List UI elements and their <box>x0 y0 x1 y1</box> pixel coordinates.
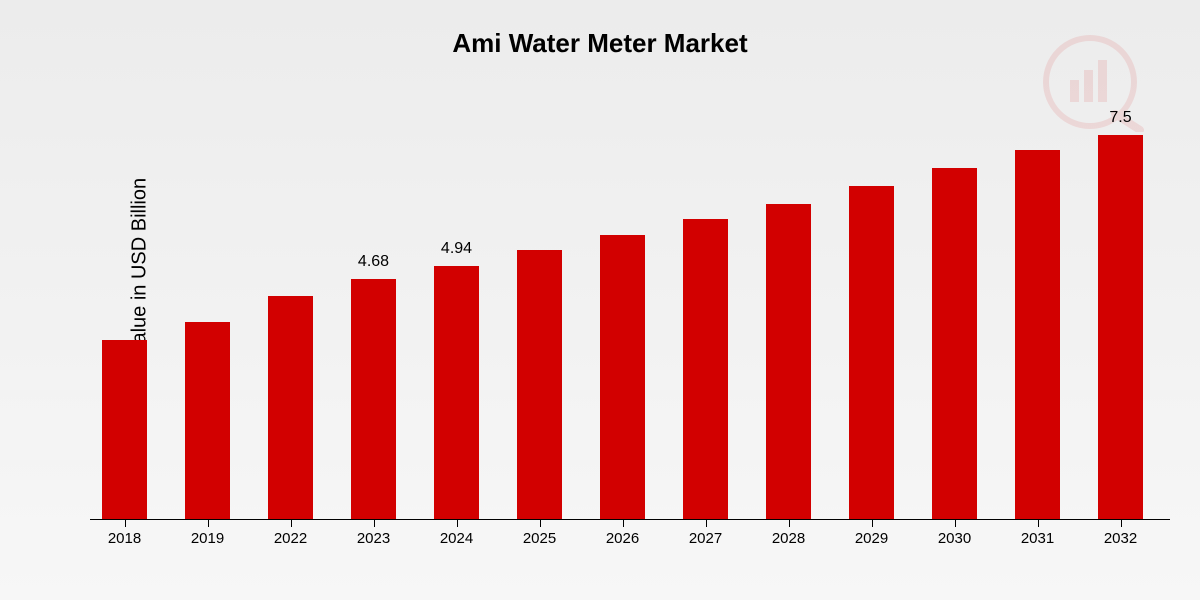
bar: 4.68 <box>351 279 396 519</box>
x-axis-label: 2025 <box>517 530 562 547</box>
bar-value-label: 4.94 <box>441 240 472 258</box>
bar-slot: 4.94 <box>434 110 479 520</box>
x-tick <box>208 520 209 527</box>
x-axis-label: 2028 <box>766 530 811 547</box>
x-tick <box>291 520 292 527</box>
x-axis-label: 2022 <box>268 530 313 547</box>
bar <box>600 235 645 519</box>
bar <box>185 322 230 519</box>
bar-slot <box>185 110 230 520</box>
bar-slot <box>600 110 645 520</box>
x-axis-label: 2026 <box>600 530 645 547</box>
x-axis-label: 2023 <box>351 530 396 547</box>
bar <box>683 219 728 519</box>
bar-slot: 4.68 <box>351 110 396 520</box>
x-tick <box>789 520 790 527</box>
bar-slot <box>849 110 894 520</box>
x-tick <box>125 520 126 527</box>
bar-slot <box>517 110 562 520</box>
x-tick <box>457 520 458 527</box>
bar <box>1015 150 1060 519</box>
bar-slot: 7.5 <box>1098 110 1143 520</box>
bar <box>766 204 811 519</box>
x-tick <box>1038 520 1039 527</box>
bar <box>932 168 977 519</box>
x-axis-labels: 2018 2019 2022 2023 2024 2025 2026 2027 2028 2029… <box>90 520 1170 560</box>
x-axis-label: 2027 <box>683 530 728 547</box>
chart-container: Ami Water Meter Market Market Value in U… <box>0 0 1200 600</box>
x-axis-label: 2019 <box>185 530 230 547</box>
x-axis-label: 2032 <box>1098 530 1143 547</box>
bar-slot <box>268 110 313 520</box>
x-tick <box>955 520 956 527</box>
bar <box>849 186 894 519</box>
bar-slot <box>102 110 147 520</box>
x-tick <box>623 520 624 527</box>
x-tick <box>706 520 707 527</box>
bar-value-label: 4.68 <box>358 253 389 271</box>
x-axis-label: 2029 <box>849 530 894 547</box>
bar-slot <box>766 110 811 520</box>
x-axis-label: 2030 <box>932 530 977 547</box>
bar <box>517 250 562 519</box>
x-tick <box>374 520 375 527</box>
x-axis-label: 2018 <box>102 530 147 547</box>
bar: 7.5 <box>1098 135 1143 519</box>
plot-area: 4.68 4.94 7.5 <box>90 110 1170 520</box>
chart-title: Ami Water Meter Market <box>0 28 1200 59</box>
x-tick <box>872 520 873 527</box>
bar <box>102 340 147 519</box>
x-axis-label: 2024 <box>434 530 479 547</box>
bar-value-label: 7.5 <box>1109 109 1131 127</box>
x-axis-label: 2031 <box>1015 530 1060 547</box>
bar-slot <box>683 110 728 520</box>
bar: 4.94 <box>434 266 479 519</box>
bar-slot <box>1015 110 1060 520</box>
x-tick <box>1121 520 1122 527</box>
bar-slot <box>932 110 977 520</box>
x-tick <box>540 520 541 527</box>
bar <box>268 296 313 519</box>
